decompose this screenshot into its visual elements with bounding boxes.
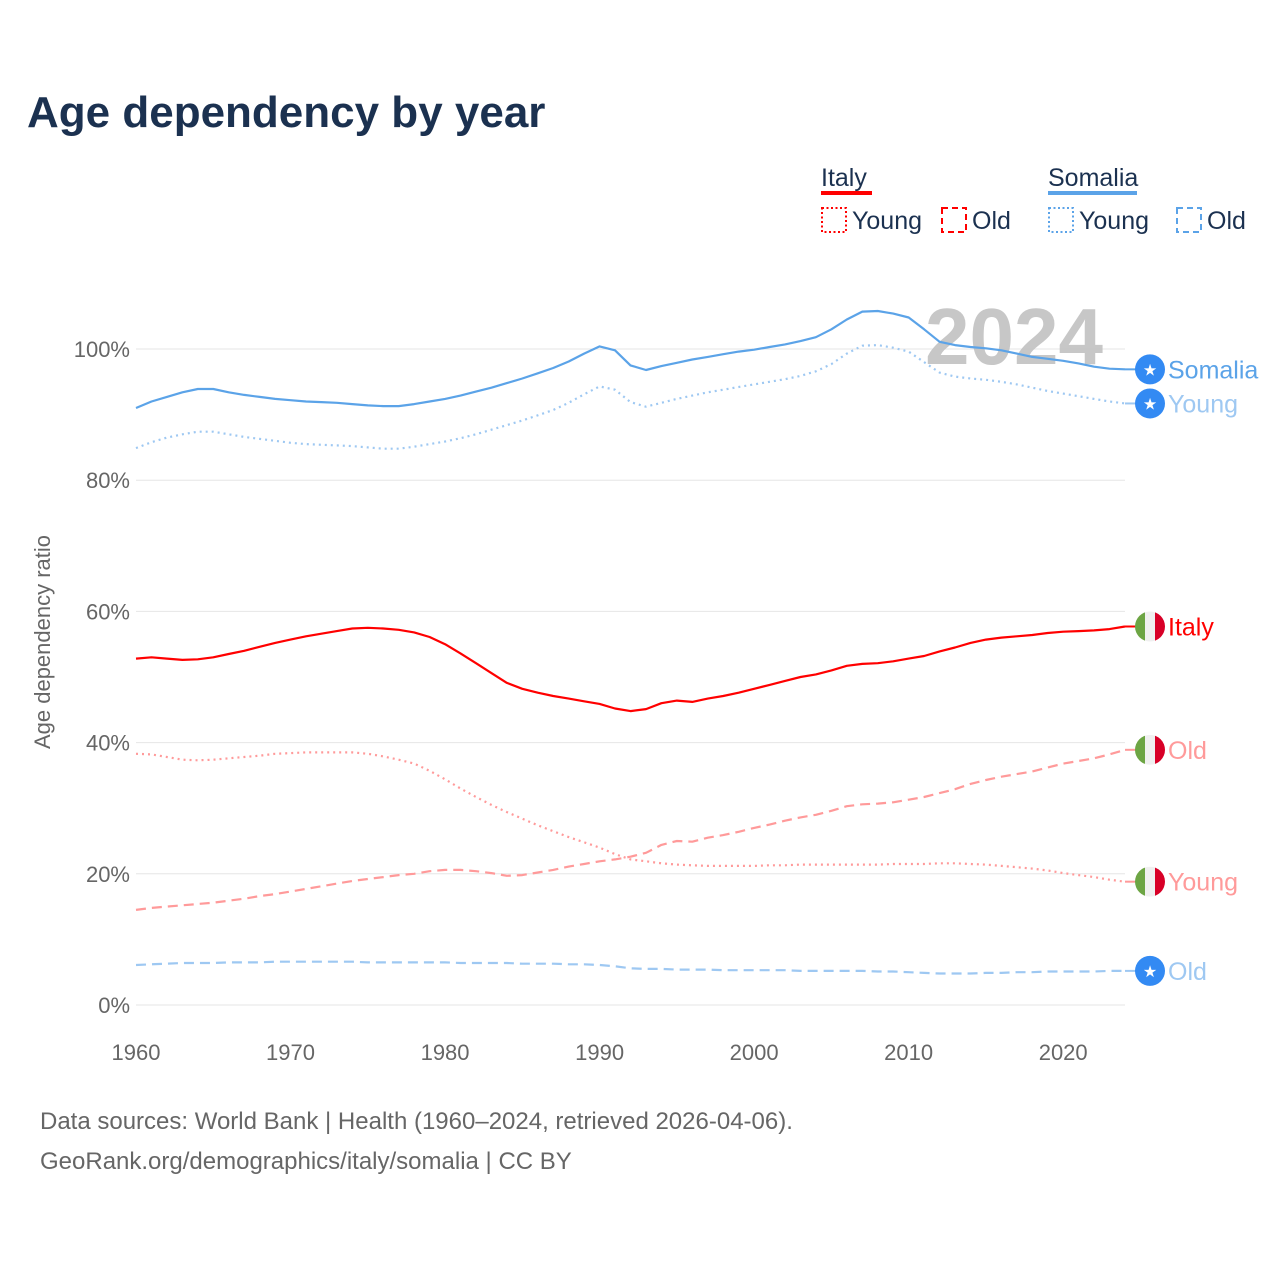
somalia-flag-icon xyxy=(1135,388,1165,419)
x-tick-label: 1960 xyxy=(112,1040,161,1065)
year-watermark: 2024 xyxy=(925,292,1103,381)
end-label: Italy xyxy=(1168,613,1214,641)
legend-group-swatch xyxy=(821,191,872,195)
legend-group-swatch xyxy=(1048,191,1137,195)
legend-swatch-old xyxy=(941,207,967,233)
somalia-flag-icon xyxy=(1135,354,1165,385)
x-tick-label: 1990 xyxy=(575,1040,624,1065)
x-tick-label: 2010 xyxy=(884,1040,933,1065)
legend-item-old: Old xyxy=(972,207,1011,235)
end-label: Old xyxy=(1168,737,1207,765)
y-tick-label: 80% xyxy=(86,468,130,493)
series-line-somalia xyxy=(135,309,1126,410)
y-axis-label: Age dependency ratio xyxy=(30,535,55,749)
legend-item-young: Young xyxy=(1079,207,1149,235)
legend-item-young: Young xyxy=(852,207,922,235)
end-label: Old xyxy=(1168,958,1207,986)
x-tick-label: 1980 xyxy=(421,1040,470,1065)
x-tick-label: 1970 xyxy=(266,1040,315,1065)
end-label: Young xyxy=(1168,869,1238,897)
footer-link[interactable]: GeoRank.org/demographics/italy/somalia |… xyxy=(40,1148,572,1175)
series-line-italy-young xyxy=(135,751,1126,883)
x-tick-label: 2000 xyxy=(730,1040,779,1065)
y-tick-label: 40% xyxy=(86,731,130,756)
end-label: Young xyxy=(1168,390,1238,418)
y-tick-label: 100% xyxy=(74,337,130,362)
end-label: Somalia xyxy=(1168,356,1258,384)
legend-item-old: Old xyxy=(1207,207,1246,235)
italy-flag-icon xyxy=(1135,734,1165,765)
star-icon: ★ xyxy=(1143,962,1157,981)
italy-flag-icon xyxy=(1135,611,1165,642)
series-line-somalia-young xyxy=(135,344,1126,450)
series-line-italy-old xyxy=(135,748,1126,911)
y-tick-label: 20% xyxy=(86,862,130,887)
star-icon: ★ xyxy=(1143,394,1157,413)
y-tick-label: 60% xyxy=(86,599,130,624)
chart-title: Age dependency by year xyxy=(27,88,546,137)
series-line-italy xyxy=(135,625,1126,713)
series-line-somalia-old xyxy=(135,960,1125,975)
y-tick-label: 0% xyxy=(98,993,130,1018)
footer-sources: Data sources: World Bank | Health (1960–… xyxy=(40,1108,793,1135)
legend-swatch-young xyxy=(1048,207,1074,233)
legend-group-title: Italy xyxy=(821,164,867,192)
somalia-flag-icon xyxy=(1135,955,1165,986)
x-tick-label: 2020 xyxy=(1039,1040,1088,1065)
legend-swatch-young xyxy=(821,207,847,233)
italy-flag-icon xyxy=(1135,866,1165,897)
legend-group-title: Somalia xyxy=(1048,164,1138,192)
star-icon: ★ xyxy=(1143,360,1157,379)
legend-swatch-old xyxy=(1176,207,1202,233)
